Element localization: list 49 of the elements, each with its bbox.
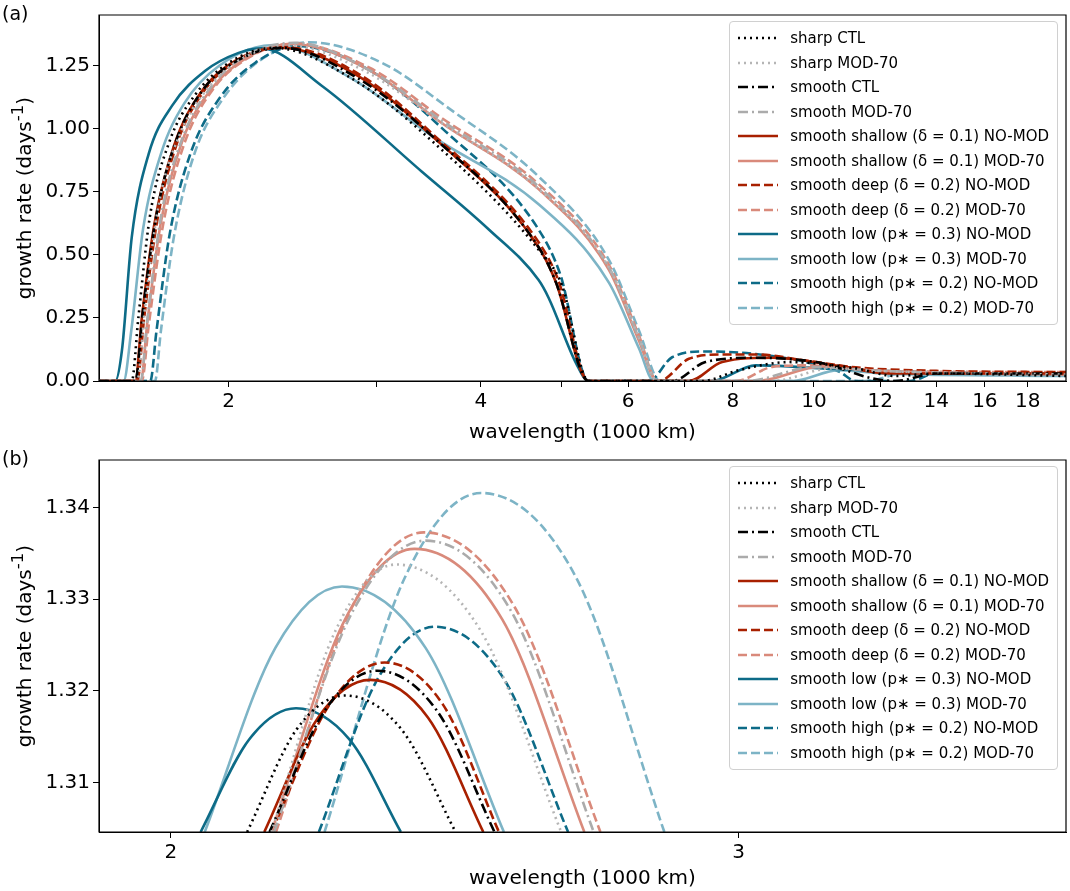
y-tick-label: 1.32 <box>45 677 90 702</box>
legend-label: smooth CTL <box>790 78 880 97</box>
x-axis-title: wavelength (1000 km) <box>469 865 696 890</box>
x-tick-label: 3 <box>732 839 746 864</box>
legend-label: smooth MOD-70 <box>790 547 912 566</box>
y-tick-label: 0.75 <box>45 177 90 202</box>
legend-label: smooth high (p∗ = 0.2) NO-MOD <box>790 719 1039 738</box>
x-tick-label: 16 <box>972 388 998 413</box>
legend-label: smooth shallow (δ = 0.1) MOD-70 <box>790 151 1045 170</box>
legend-label: sharp MOD-70 <box>790 498 899 517</box>
x-tick-label: 4 <box>474 388 488 413</box>
y-tick-label: 1.00 <box>45 114 90 139</box>
x-tick-label: 8 <box>726 388 740 413</box>
y-tick-label: 0.25 <box>45 304 90 329</box>
chart-title: (a) <box>2 2 29 24</box>
y-tick-label: 1.25 <box>45 51 90 76</box>
legend-label: smooth deep (δ = 0.2) MOD-70 <box>790 645 1026 664</box>
x-tick-label: 10 <box>801 388 827 413</box>
legend-label: smooth high (p∗ = 0.2) MOD-70 <box>790 743 1034 762</box>
y-tick-label: 1.34 <box>45 493 90 518</box>
legend-label: smooth high (p∗ = 0.2) MOD-70 <box>790 298 1034 317</box>
legend-label: smooth shallow (δ = 0.1) NO-MOD <box>790 572 1049 591</box>
x-tick-label: 6 <box>621 388 635 413</box>
chart-title: (b) <box>2 447 29 469</box>
legend-label: smooth deep (δ = 0.2) MOD-70 <box>790 200 1026 219</box>
y-tick-label: 0.00 <box>45 367 90 392</box>
legend-label: sharp CTL <box>790 29 866 48</box>
legend-label: smooth low (p∗ = 0.3) NO-MOD <box>790 225 1032 244</box>
legend-label: smooth deep (δ = 0.2) NO-MOD <box>790 621 1031 640</box>
legend-label: smooth shallow (δ = 0.1) NO-MOD <box>790 127 1049 146</box>
legend-label: smooth shallow (δ = 0.1) MOD-70 <box>790 596 1045 615</box>
legend-label: smooth deep (δ = 0.2) NO-MOD <box>790 176 1031 195</box>
y-tick-label: 1.31 <box>45 768 90 793</box>
x-tick-label: 2 <box>164 839 178 864</box>
x-tick-label: 14 <box>923 388 950 413</box>
legend-label: smooth high (p∗ = 0.2) NO-MOD <box>790 274 1039 293</box>
legend-label: sharp CTL <box>790 474 866 493</box>
y-tick-label: 0.50 <box>45 241 90 265</box>
legend-label: smooth CTL <box>790 523 880 542</box>
x-tick-label: 18 <box>1014 388 1041 413</box>
legend-label: smooth MOD-70 <box>790 102 912 121</box>
x-tick-label: 2 <box>222 388 236 413</box>
x-tick-label: 12 <box>867 388 893 413</box>
x-axis-title: wavelength (1000 km) <box>469 419 696 444</box>
legend-label: smooth low (p∗ = 0.3) NO-MOD <box>790 670 1032 689</box>
legend-label: sharp MOD-70 <box>790 53 899 72</box>
legend-label: smooth low (p∗ = 0.3) MOD-70 <box>790 249 1027 268</box>
legend-label: smooth low (p∗ = 0.3) MOD-70 <box>790 694 1027 713</box>
y-tick-label: 1.33 <box>45 585 90 610</box>
